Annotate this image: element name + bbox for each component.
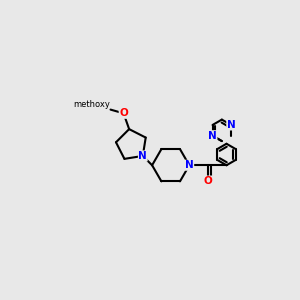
Text: N: N (208, 131, 217, 141)
Text: N: N (185, 160, 194, 170)
Text: methoxy: methoxy (73, 100, 110, 109)
Text: N: N (227, 120, 236, 130)
Text: O: O (119, 108, 128, 118)
Text: O: O (203, 176, 212, 186)
Text: N: N (138, 151, 147, 161)
